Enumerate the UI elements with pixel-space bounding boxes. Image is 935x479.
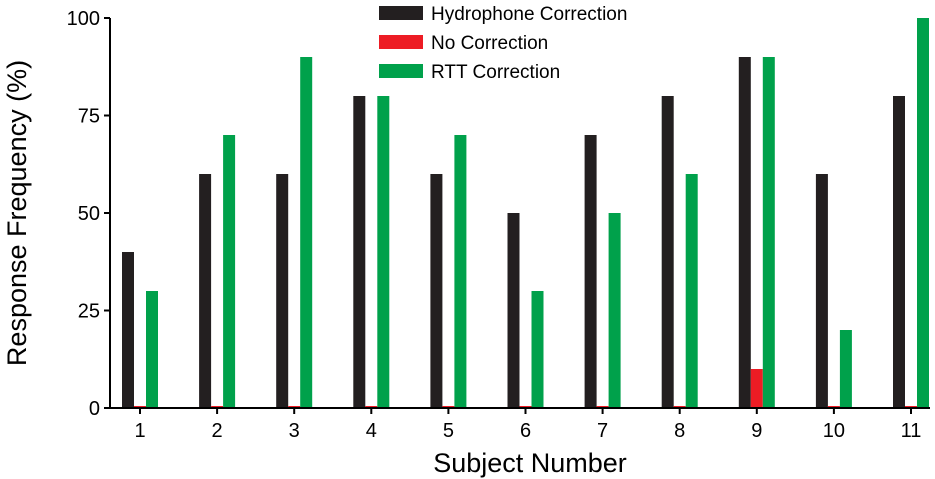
y-tick-label: 25 [78, 301, 100, 323]
x-tick-label: 2 [212, 420, 223, 442]
x-tick-label: 7 [597, 420, 608, 442]
bar-series-1-subject-6 [507, 213, 520, 408]
bar-series-3-subject-4 [377, 96, 390, 408]
x-tick-label: 4 [366, 420, 377, 442]
bar-series-3-subject-3 [300, 57, 313, 408]
legend-swatch-3 [379, 64, 423, 78]
bar-series-1-subject-7 [584, 135, 597, 408]
bar-series-3-subject-2 [223, 135, 236, 408]
bar-series-3-subject-1 [146, 291, 158, 408]
x-tick-label: 1 [134, 420, 145, 442]
x-tick-label: 10 [823, 420, 845, 442]
bar-series-1-subject-4 [353, 96, 366, 408]
legend: Hydrophone Correction No Correction RTT Co… [379, 4, 627, 83]
legend-label-3: RTT Correction [431, 62, 560, 83]
bar-series-3-subject-11 [917, 18, 929, 408]
bar-series-2-subject-9 [750, 369, 763, 408]
y-axis-title: Response Frequency (%) [2, 60, 32, 366]
bar-series-1-subject-1 [122, 252, 134, 408]
x-tick-label: 9 [751, 420, 762, 442]
bar-series-3-subject-5 [454, 135, 467, 408]
x-axis-title: Subject Number [433, 448, 627, 478]
y-tick-label: 50 [78, 203, 100, 225]
bar-series-1-subject-8 [661, 96, 674, 408]
bar-series-1-subject-2 [199, 174, 212, 408]
bar-series-1-subject-5 [430, 174, 443, 408]
legend-label-1: Hydrophone Correction [431, 4, 627, 25]
x-tick-label: 3 [289, 420, 300, 442]
y-tick-label: 75 [78, 106, 100, 128]
bars-group [122, 18, 929, 408]
x-ticks-group: 1 2 3 4 5 6 7 8 9 10 11 [134, 408, 921, 442]
x-tick-label: 6 [520, 420, 531, 442]
y-ticks-group: 0 25 50 75 100 [67, 8, 110, 420]
legend-swatch-1 [379, 6, 423, 20]
y-tick-label: 100 [67, 8, 100, 30]
bar-series-3-subject-7 [608, 213, 621, 408]
bar-series-1-subject-11 [893, 96, 905, 408]
legend-label-2: No Correction [431, 33, 548, 54]
legend-swatch-2 [379, 35, 423, 49]
bar-series-1-subject-3 [276, 174, 289, 408]
x-tick-label: 5 [443, 420, 454, 442]
bar-series-3-subject-8 [685, 174, 698, 408]
bar-series-3-subject-10 [839, 330, 852, 408]
x-tick-label: 8 [674, 420, 685, 442]
y-tick-label: 0 [89, 398, 100, 420]
bar-series-1-subject-9 [738, 57, 751, 408]
bar-series-3-subject-6 [531, 291, 544, 408]
x-tick-label: 11 [901, 420, 922, 442]
bar-series-1-subject-10 [815, 174, 828, 408]
bar-series-3-subject-9 [762, 57, 775, 408]
